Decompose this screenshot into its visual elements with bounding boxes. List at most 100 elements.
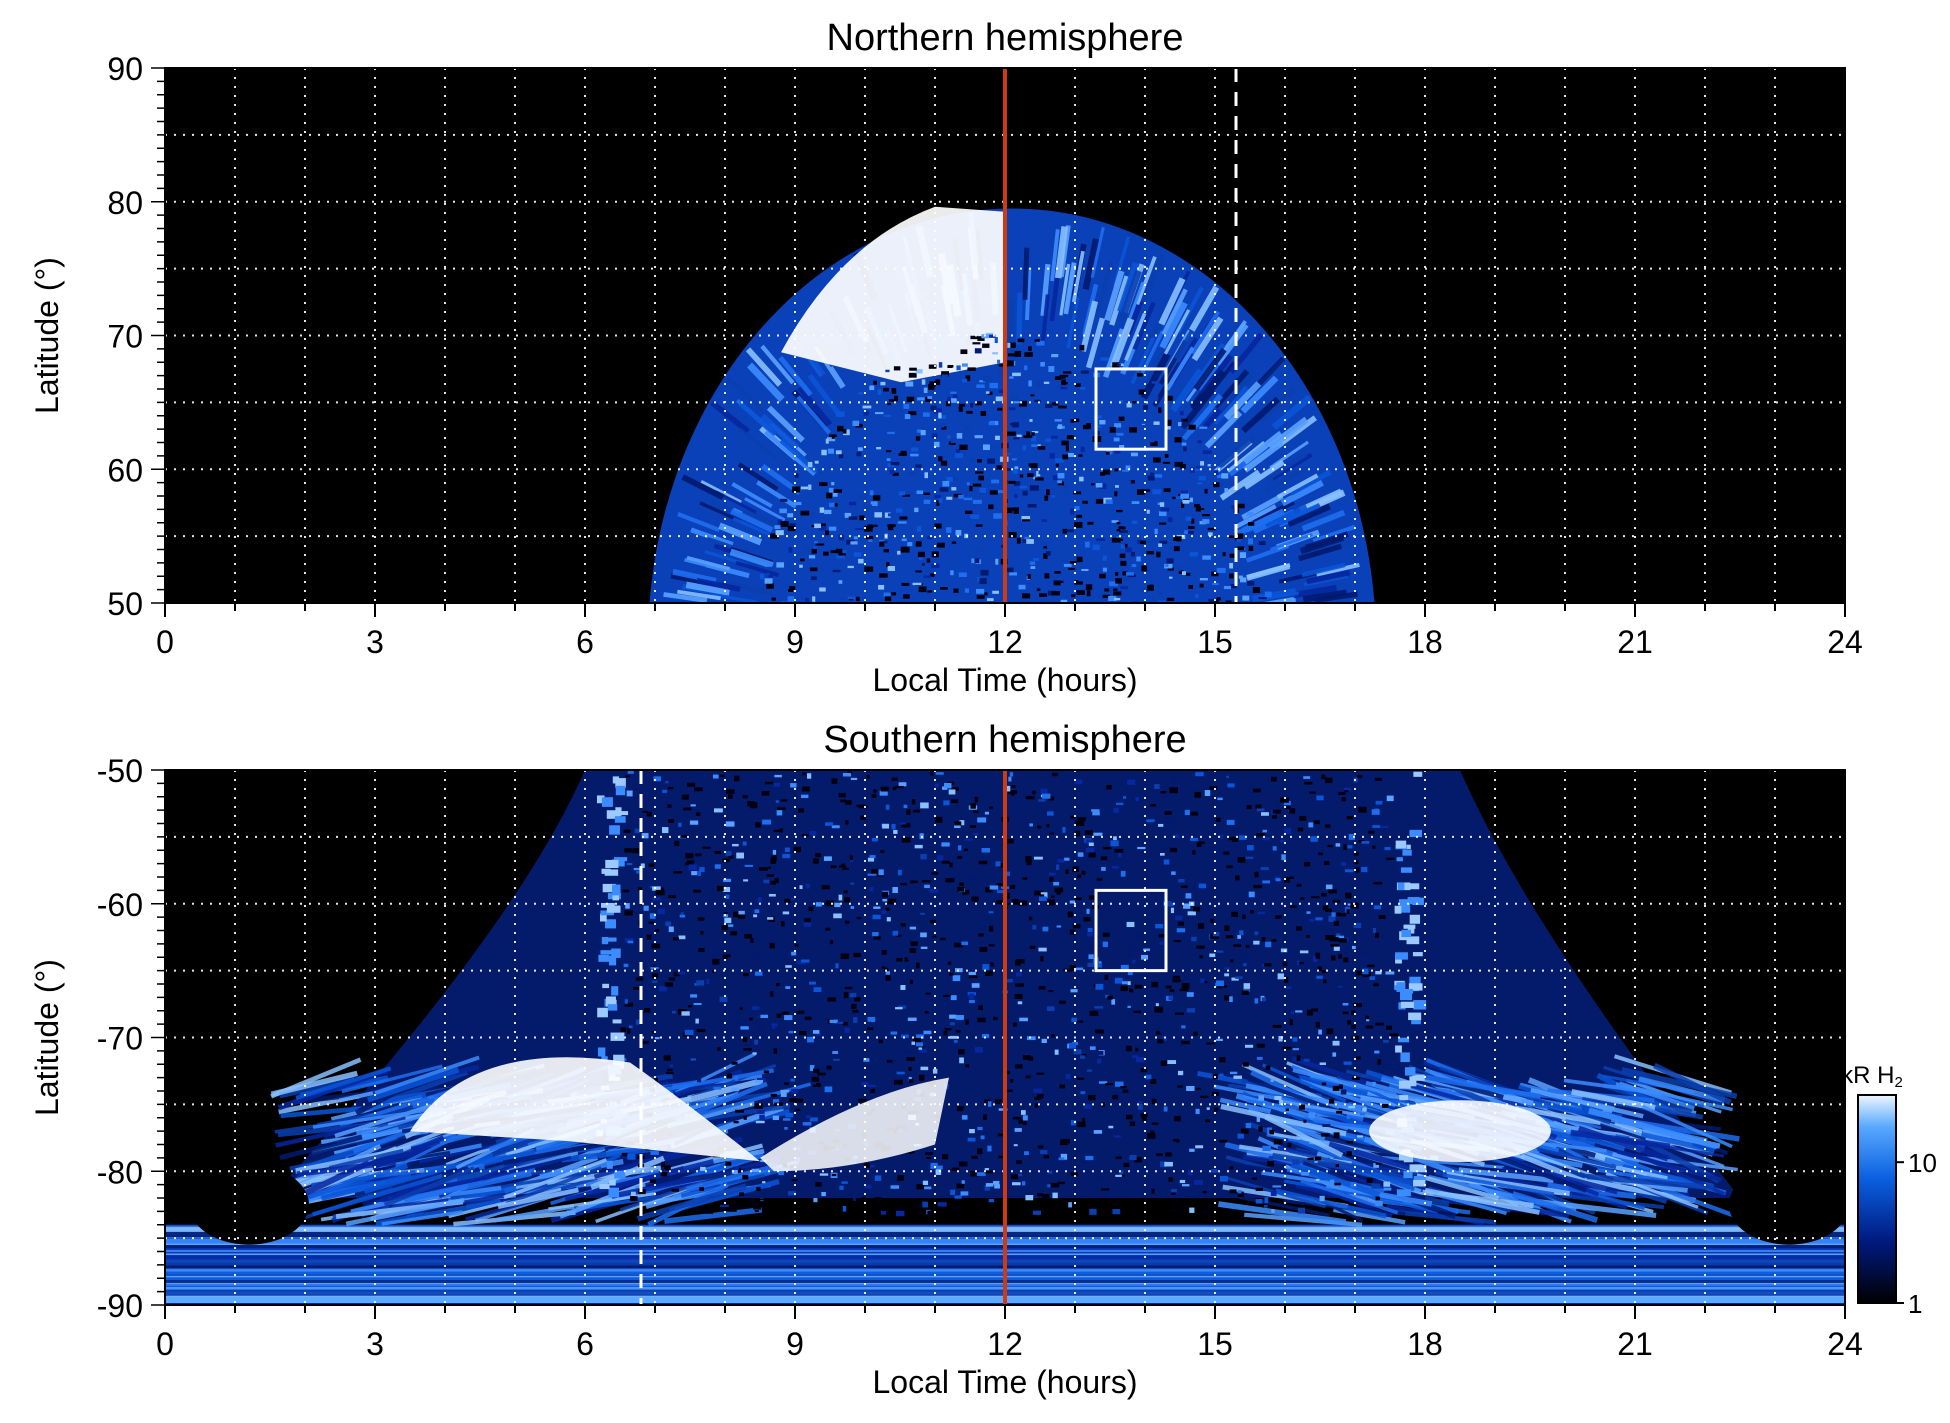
emission-speck bbox=[864, 1162, 870, 1168]
emission-speck bbox=[1113, 591, 1122, 596]
emission-speck bbox=[819, 482, 828, 486]
emission-speck bbox=[1071, 594, 1076, 598]
emission-speck bbox=[683, 807, 692, 811]
emission-speck bbox=[1325, 908, 1332, 912]
emission-speck bbox=[1087, 521, 1094, 525]
emission-speck bbox=[1289, 876, 1294, 880]
emission-speck bbox=[1180, 490, 1188, 494]
emission-speck bbox=[1258, 541, 1266, 546]
emission-speck bbox=[1011, 899, 1019, 905]
emission-speck bbox=[1070, 1172, 1078, 1176]
emission-speck bbox=[887, 524, 896, 527]
emission-speck bbox=[1246, 805, 1252, 810]
vertical-emission bbox=[600, 913, 607, 922]
emission-speck bbox=[1254, 871, 1259, 878]
emission-speck bbox=[1102, 941, 1108, 948]
emission-speck bbox=[1281, 854, 1286, 861]
emission-speck bbox=[900, 883, 907, 886]
emission-speck bbox=[1014, 493, 1018, 498]
emission-speck bbox=[1098, 483, 1107, 489]
emission-speck bbox=[834, 902, 841, 908]
emission-speck bbox=[1184, 809, 1190, 816]
x-tick-label: 9 bbox=[786, 624, 804, 660]
vertical-emission bbox=[1409, 830, 1418, 836]
emission-streak bbox=[766, 405, 805, 443]
emission-speck bbox=[801, 959, 810, 963]
emission-streak bbox=[756, 480, 798, 509]
emission-speck bbox=[920, 932, 927, 938]
emission-speck bbox=[1014, 350, 1022, 357]
emission-speck bbox=[1116, 432, 1124, 436]
emission-speck bbox=[1159, 853, 1165, 856]
emission-speck bbox=[1122, 469, 1129, 472]
emission-speck bbox=[881, 910, 887, 914]
emission-speck bbox=[869, 855, 876, 859]
emission-speck bbox=[1086, 590, 1091, 597]
emission-speck bbox=[819, 507, 825, 513]
emission-speck bbox=[837, 425, 844, 432]
emission-speck bbox=[1065, 467, 1074, 471]
emission-speck bbox=[871, 837, 878, 842]
emission-speck bbox=[938, 456, 943, 462]
emission-speck bbox=[1089, 1046, 1096, 1050]
emission-speck bbox=[813, 1068, 820, 1074]
emission-streak bbox=[1301, 509, 1346, 532]
emission-speck bbox=[1224, 994, 1230, 1001]
emission-speck bbox=[947, 961, 952, 965]
emission-speck bbox=[1111, 638, 1117, 642]
emission-speck bbox=[1111, 866, 1119, 869]
emission-speck bbox=[918, 1047, 923, 1050]
emission-speck bbox=[959, 1057, 964, 1064]
emission-speck bbox=[1041, 1038, 1047, 1044]
emission-speck bbox=[1029, 419, 1033, 422]
emission-speck bbox=[984, 1185, 990, 1191]
emission-speck bbox=[822, 604, 830, 607]
emission-speck bbox=[1234, 533, 1244, 539]
emission-speck bbox=[958, 845, 962, 851]
emission-speck bbox=[909, 979, 913, 985]
emission-speck bbox=[677, 971, 686, 975]
emission-speck bbox=[1357, 775, 1363, 779]
vertical-emission bbox=[613, 1054, 625, 1065]
emission-speck bbox=[985, 1183, 994, 1187]
emission-speck bbox=[784, 1015, 793, 1020]
emission-speck bbox=[725, 851, 732, 856]
emission-speck bbox=[1030, 463, 1038, 469]
emission-speck bbox=[959, 444, 968, 451]
emission-speck bbox=[981, 603, 987, 608]
emission-speck bbox=[1025, 855, 1032, 862]
emission-speck bbox=[886, 1059, 893, 1063]
emission-speck bbox=[1375, 1022, 1385, 1026]
emission-speck bbox=[971, 896, 979, 902]
emission-speck bbox=[766, 583, 774, 589]
emission-speck bbox=[742, 841, 747, 846]
emission-speck bbox=[1042, 1193, 1050, 1200]
emission-speck bbox=[949, 1022, 955, 1026]
emission-speck bbox=[1006, 507, 1013, 514]
emission-streak bbox=[423, 1150, 536, 1174]
emission-speck bbox=[984, 1099, 991, 1104]
emission-speck bbox=[1050, 1183, 1060, 1188]
emission-speck bbox=[753, 914, 758, 918]
emission-streak bbox=[1080, 300, 1099, 353]
emission-speck bbox=[1122, 543, 1128, 548]
emission-speck bbox=[941, 371, 950, 377]
emission-speck bbox=[697, 870, 702, 877]
emission-speck bbox=[815, 902, 822, 907]
emission-speck bbox=[1059, 1084, 1065, 1089]
emission-speck bbox=[1310, 896, 1320, 899]
emission-speck bbox=[1289, 808, 1296, 814]
emission-speck bbox=[743, 879, 749, 882]
emission-streak bbox=[747, 362, 785, 402]
vertical-emission bbox=[1409, 914, 1421, 924]
emission-speck bbox=[1155, 923, 1164, 929]
emission-speck bbox=[773, 829, 783, 833]
emission-streak bbox=[1583, 1177, 1696, 1204]
emission-speck bbox=[1279, 1100, 1283, 1106]
emission-speck bbox=[1168, 1177, 1173, 1182]
emission-speck bbox=[1190, 625, 1195, 630]
emission-speck bbox=[1226, 819, 1235, 825]
emission-streak bbox=[1271, 1152, 1372, 1175]
emission-speck bbox=[886, 917, 891, 922]
emission-speck bbox=[855, 528, 864, 531]
